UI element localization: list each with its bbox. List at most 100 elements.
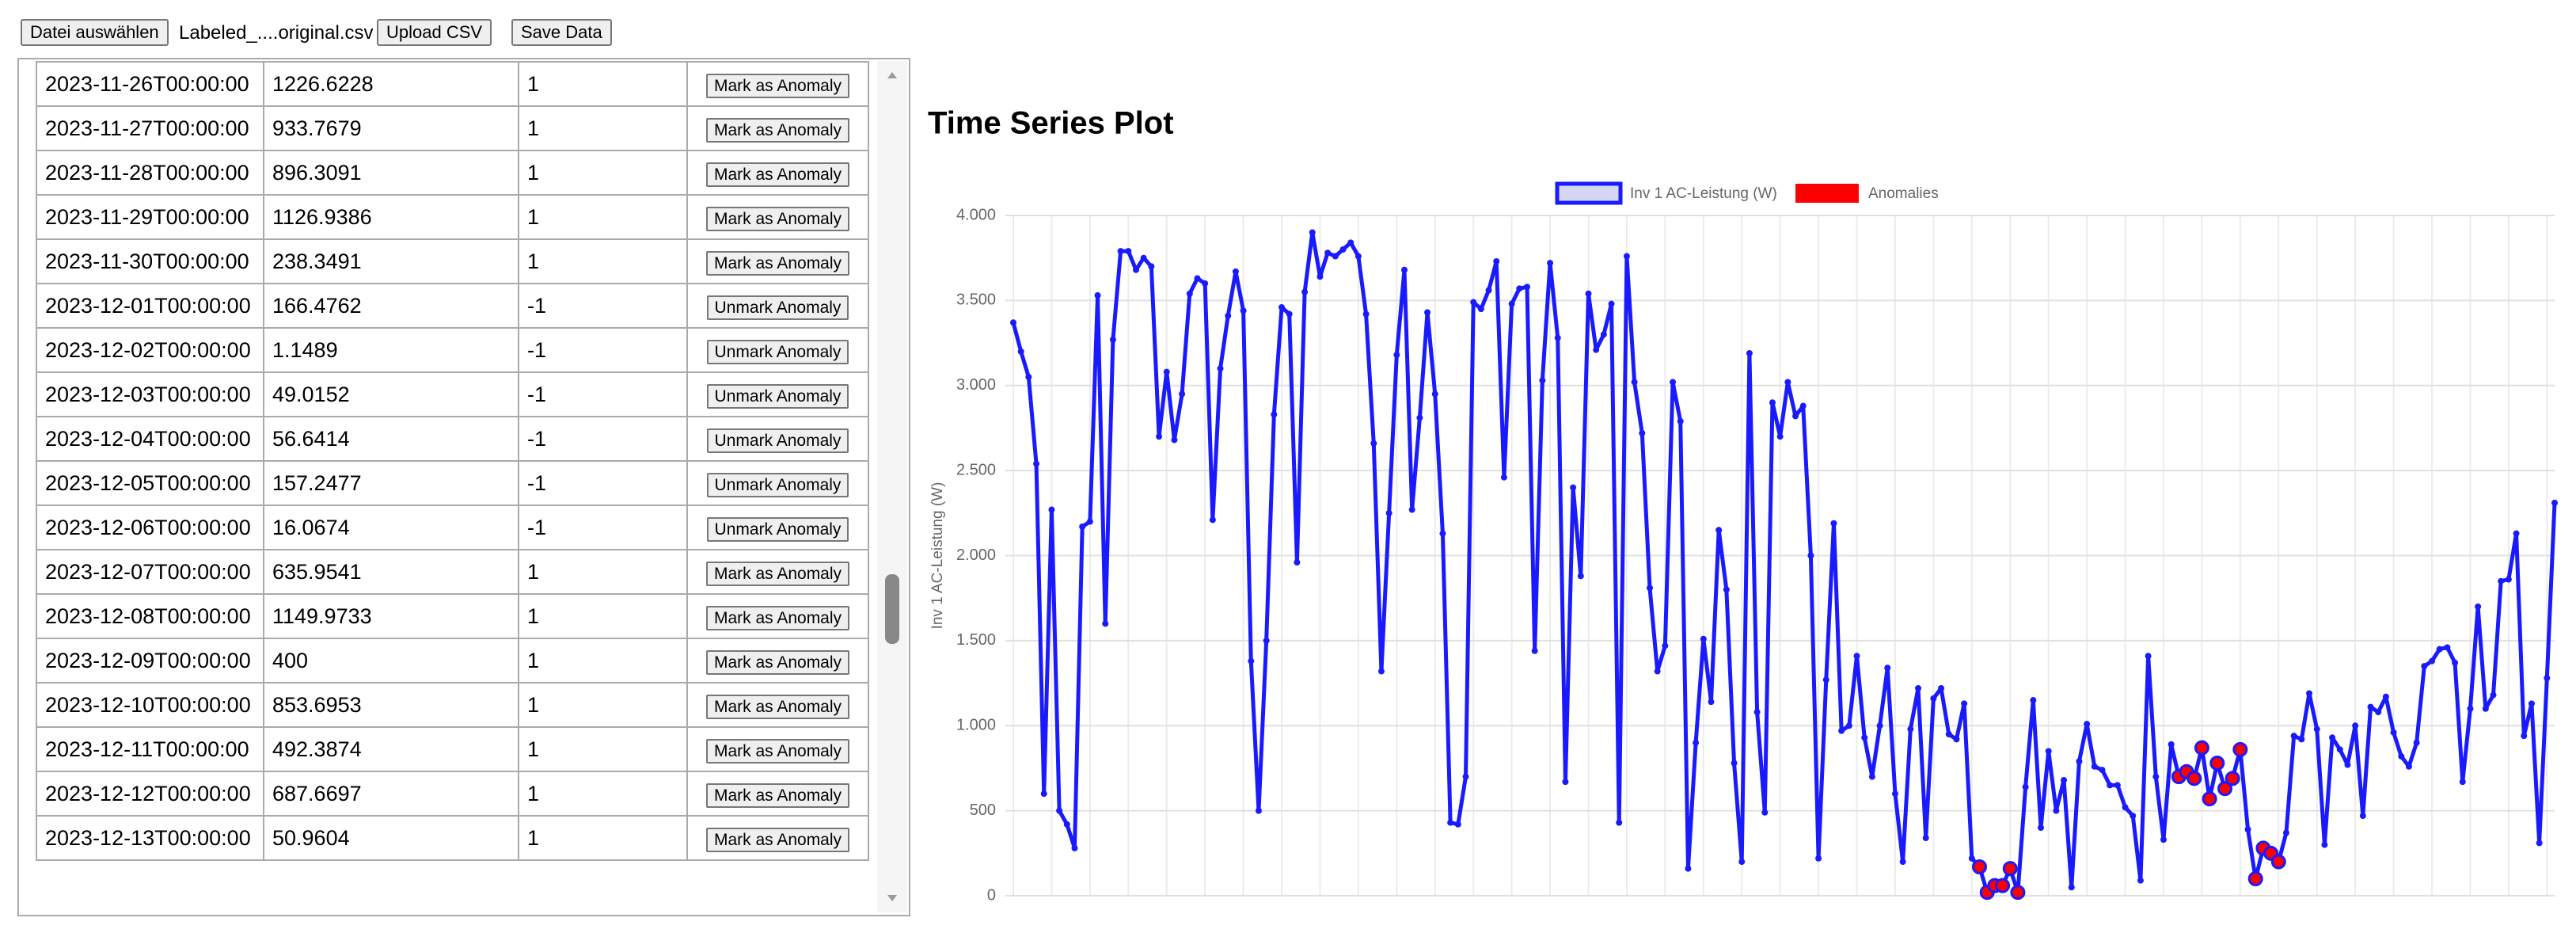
table-cell: Unmark Anomaly — [686, 327, 869, 373]
data-point — [2498, 577, 2505, 585]
anomaly-toggle-button[interactable]: Mark as Anomaly — [705, 827, 850, 852]
anomaly-point — [2194, 740, 2209, 756]
series-line — [1011, 230, 2557, 895]
data-point — [2436, 645, 2443, 653]
data-point — [1577, 573, 1584, 580]
anomaly-toggle-button[interactable]: Mark as Anomaly — [705, 649, 850, 675]
data-point — [1470, 299, 1477, 306]
table-row: 2023-11-27T00:00:00 933.7679 1 Mark as Anom… — [36, 105, 869, 151]
anomaly-toggle-button[interactable]: Mark as Anomaly — [705, 561, 850, 586]
anomaly-toggle-button[interactable]: Unmark Anomaly — [706, 472, 849, 497]
data-point — [1807, 552, 1814, 559]
table-cell: 2023-12-05T00:00:00 — [36, 460, 264, 506]
anomaly-toggle-button[interactable]: Unmark Anomaly — [706, 339, 849, 364]
data-point — [2398, 752, 2405, 760]
data-point — [1240, 307, 1247, 314]
table-cell: 1 — [518, 771, 688, 817]
data-point — [2429, 657, 2436, 665]
data-point — [1263, 637, 1270, 644]
anomaly-point — [1972, 859, 1988, 874]
anomaly-toggle-button[interactable]: Unmark Anomaly — [706, 428, 849, 453]
table-row: 2023-12-11T00:00:00 492.3874 1 Mark as Anom… — [36, 726, 869, 772]
table-cell: 49.0152 — [263, 371, 519, 417]
anomaly-toggle-button[interactable]: Mark as Anomaly — [705, 73, 850, 98]
data-point — [2091, 763, 2098, 770]
data-point — [1271, 411, 1278, 418]
data-point — [2490, 691, 2497, 699]
anomaly-toggle-button[interactable]: Unmark Anomaly — [706, 516, 849, 542]
anomaly-toggle-button[interactable]: Mark as Anomaly — [705, 694, 850, 719]
data-point — [1524, 284, 1530, 291]
scrollbar[interactable] — [877, 61, 907, 912]
data-point — [1838, 727, 1845, 734]
table-cell: 1 — [518, 150, 688, 196]
anomaly-point — [2202, 791, 2217, 807]
table-cell: Unmark Anomaly — [686, 283, 869, 329]
data-point — [1968, 855, 1975, 862]
anomaly-point — [2217, 781, 2232, 797]
table-row: 2023-12-06T00:00:00 16.0674 -1 Unmark Anoma… — [36, 505, 869, 550]
data-point — [1225, 312, 1232, 319]
data-point — [1447, 819, 1454, 826]
data-point — [1079, 523, 1086, 530]
data-point — [1646, 585, 1653, 592]
data-point — [2482, 705, 2489, 712]
data-point — [1332, 253, 1339, 260]
data-point — [1248, 657, 1255, 665]
data-point — [2244, 826, 2251, 833]
data-point — [1171, 436, 1178, 444]
data-point — [2061, 776, 2068, 783]
choose-file-button[interactable]: Datei auswählen — [21, 19, 169, 46]
data-point — [1117, 248, 1124, 255]
data-point — [1217, 365, 1224, 372]
data-point — [1554, 334, 1561, 341]
data-point — [1010, 319, 1016, 326]
data-point — [1109, 336, 1116, 343]
anomaly-toggle-button[interactable]: Mark as Anomaly — [705, 605, 850, 630]
anomaly-point — [2187, 771, 2202, 786]
anomaly-toggle-button[interactable]: Mark as Anomaly — [705, 738, 850, 764]
anomaly-toggle-button[interactable]: Unmark Anomaly — [706, 383, 849, 409]
data-point — [2467, 705, 2474, 712]
anomaly-toggle-button[interactable]: Mark as Anomaly — [705, 250, 850, 276]
table-cell: 2023-12-13T00:00:00 — [36, 815, 264, 861]
data-point — [1608, 300, 1615, 307]
data-point — [1309, 229, 1316, 236]
data-point — [1631, 379, 1638, 386]
data-point — [2068, 884, 2075, 891]
table-cell: 687.6697 — [263, 771, 519, 817]
data-point — [2551, 499, 2558, 506]
data-point — [1861, 734, 1868, 741]
table-cell: 157.2477 — [263, 460, 519, 506]
table-cell: 933.7679 — [263, 105, 519, 151]
data-point — [1033, 460, 1040, 467]
data-point — [2459, 779, 2466, 786]
data-point — [1623, 253, 1630, 260]
data-point — [2160, 836, 2167, 844]
table-cell: 1 — [518, 61, 688, 107]
table-cell: 1 — [518, 726, 688, 772]
data-point — [1232, 268, 1239, 275]
anomaly-toggle-button[interactable]: Unmark Anomaly — [706, 295, 849, 320]
table-cell: 2023-11-27T00:00:00 — [36, 105, 264, 151]
table-row: 2023-12-01T00:00:00 166.4762 -1 Unmark Anom… — [36, 283, 869, 329]
data-point — [2321, 841, 2328, 848]
data-point — [2521, 733, 2528, 740]
data-point — [2290, 733, 2297, 740]
save-button[interactable]: Save Data — [511, 19, 612, 46]
data-point — [1156, 433, 1163, 440]
table-cell: 2023-12-04T00:00:00 — [36, 416, 264, 462]
data-point — [2367, 703, 2374, 710]
data-point — [2505, 576, 2512, 583]
y-tick-label: 3.500 — [956, 291, 996, 309]
anomaly-toggle-button[interactable]: Mark as Anomaly — [705, 117, 850, 143]
legend-label: Inv 1 AC-Leistung (W) — [1630, 185, 1777, 202]
legend-swatch — [1555, 181, 1623, 205]
upload-button[interactable]: Upload CSV — [377, 19, 492, 46]
data-point — [1792, 413, 1799, 420]
anomaly-toggle-button[interactable]: Mark as Anomaly — [705, 206, 850, 231]
data-point — [2336, 746, 2343, 753]
anomaly-toggle-button[interactable]: Mark as Anomaly — [705, 162, 850, 187]
table-cell: 2023-11-26T00:00:00 — [36, 61, 264, 107]
anomaly-toggle-button[interactable]: Mark as Anomaly — [705, 783, 850, 808]
